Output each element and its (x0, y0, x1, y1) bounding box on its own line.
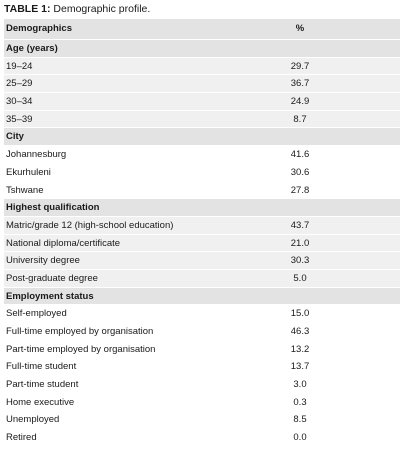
row-label: Part-time employed by organisation (6, 343, 156, 355)
row-label: Unemployed (6, 414, 60, 426)
row-value: 5.0 (293, 272, 307, 284)
row-value: 13.2 (290, 343, 310, 355)
row-label: Full-time employed by organisation (6, 326, 154, 337)
row-value: 43.7 (290, 219, 310, 231)
section-label: Highest qualification (6, 202, 100, 214)
table-row: Ekurhuleni 30.6 (4, 162, 400, 181)
table-row: 30–34 24.9 (4, 92, 400, 110)
row-value: 15.0 (290, 308, 310, 320)
table-row: 19–24 29.7 (4, 56, 400, 75)
section-header-row: Highest qualification (4, 198, 400, 216)
table-row: 35–39 8.7 (4, 109, 400, 128)
table-row: Full-time student 13.7 (4, 357, 400, 375)
row-label: National diploma/certificate (6, 237, 121, 249)
table-row: Tshwane 27.8 (4, 180, 400, 199)
row-value: 8.5 (293, 414, 307, 426)
row-value: 30.3 (290, 255, 310, 267)
row-label: Self-employed (6, 308, 67, 320)
row-value: 0.3 (293, 396, 307, 408)
section-label: Employment status (6, 290, 94, 302)
table-caption-label: TABLE 1: (4, 3, 51, 15)
row-label: Johannesburg (6, 149, 67, 161)
table-row: Full-time employed by organisation 46.3 (4, 322, 400, 340)
section-label: Age (years) (6, 43, 58, 54)
table-row: Johannesburg 41.6 (4, 145, 400, 163)
row-value: 36.7 (290, 78, 310, 90)
row-label: 35–39 (6, 113, 33, 125)
row-value: 27.8 (290, 184, 310, 196)
table-row: Post-graduate degree 5.0 (4, 268, 400, 287)
table-row: Matric/grade 12 (high-school education) 4… (4, 215, 400, 234)
table-row: Self-employed 15.0 (4, 304, 400, 322)
row-value: 13.7 (290, 361, 310, 373)
row-label: Retired (6, 432, 37, 444)
table-row: 25–29 36.7 (4, 74, 400, 93)
table-caption-text: Demographic profile. (50, 3, 151, 15)
row-value: 21.0 (290, 237, 310, 249)
row-label: Tshwane (6, 184, 44, 196)
row-label: 30–34 (6, 96, 33, 108)
section-label: City (6, 131, 24, 143)
row-value: 3.0 (293, 379, 307, 391)
row-value: 8.7 (293, 113, 307, 125)
table-row: Part-time student 3.0 (4, 375, 400, 393)
row-value: 24.9 (290, 96, 310, 108)
row-label: Part-time student (6, 379, 79, 391)
section-header-row: Employment status (4, 286, 400, 305)
table-row: Retired 0.0 (4, 428, 400, 446)
section-header-row: Age (years) (4, 39, 400, 57)
table-header: Demographics % (4, 19, 400, 39)
table-row: Unemployed 8.5 (4, 410, 400, 428)
row-label: Home executive (6, 396, 75, 408)
row-label: University degree (6, 255, 80, 267)
row-label: Matric/grade 12 (high-school education) (6, 219, 174, 231)
table-row: University degree 30.3 (4, 251, 400, 269)
table-row: Part-time employed by organisation 13.2 (4, 339, 400, 358)
row-label: 19–24 (6, 60, 33, 72)
row-value: 30.6 (290, 166, 310, 178)
row-value: 0.0 (293, 432, 307, 444)
table-row: Home executive 0.3 (4, 392, 400, 411)
table-row: National diploma/certificate 21.0 (4, 233, 400, 252)
demographic-table: Demographics % Age (years) 19–24 29.7 25–29… (4, 19, 400, 446)
section-header-row: City (4, 127, 400, 146)
row-label: 25–29 (6, 78, 33, 90)
header-percent: % (295, 23, 305, 34)
row-label: Full-time student (6, 361, 77, 373)
row-value: 41.6 (290, 149, 310, 161)
row-label: Post-graduate degree (6, 272, 98, 284)
table-body: Age (years) 19–24 29.7 25–29 36.7 30–34 24.9 35… (4, 39, 400, 446)
row-label: Ekurhuleni (6, 166, 51, 178)
row-value: 29.7 (290, 60, 310, 72)
table-caption: TABLE 1: Demographic profile. (4, 3, 150, 16)
header-demographics: Demographics (6, 23, 72, 34)
row-value: 46.3 (290, 326, 310, 337)
